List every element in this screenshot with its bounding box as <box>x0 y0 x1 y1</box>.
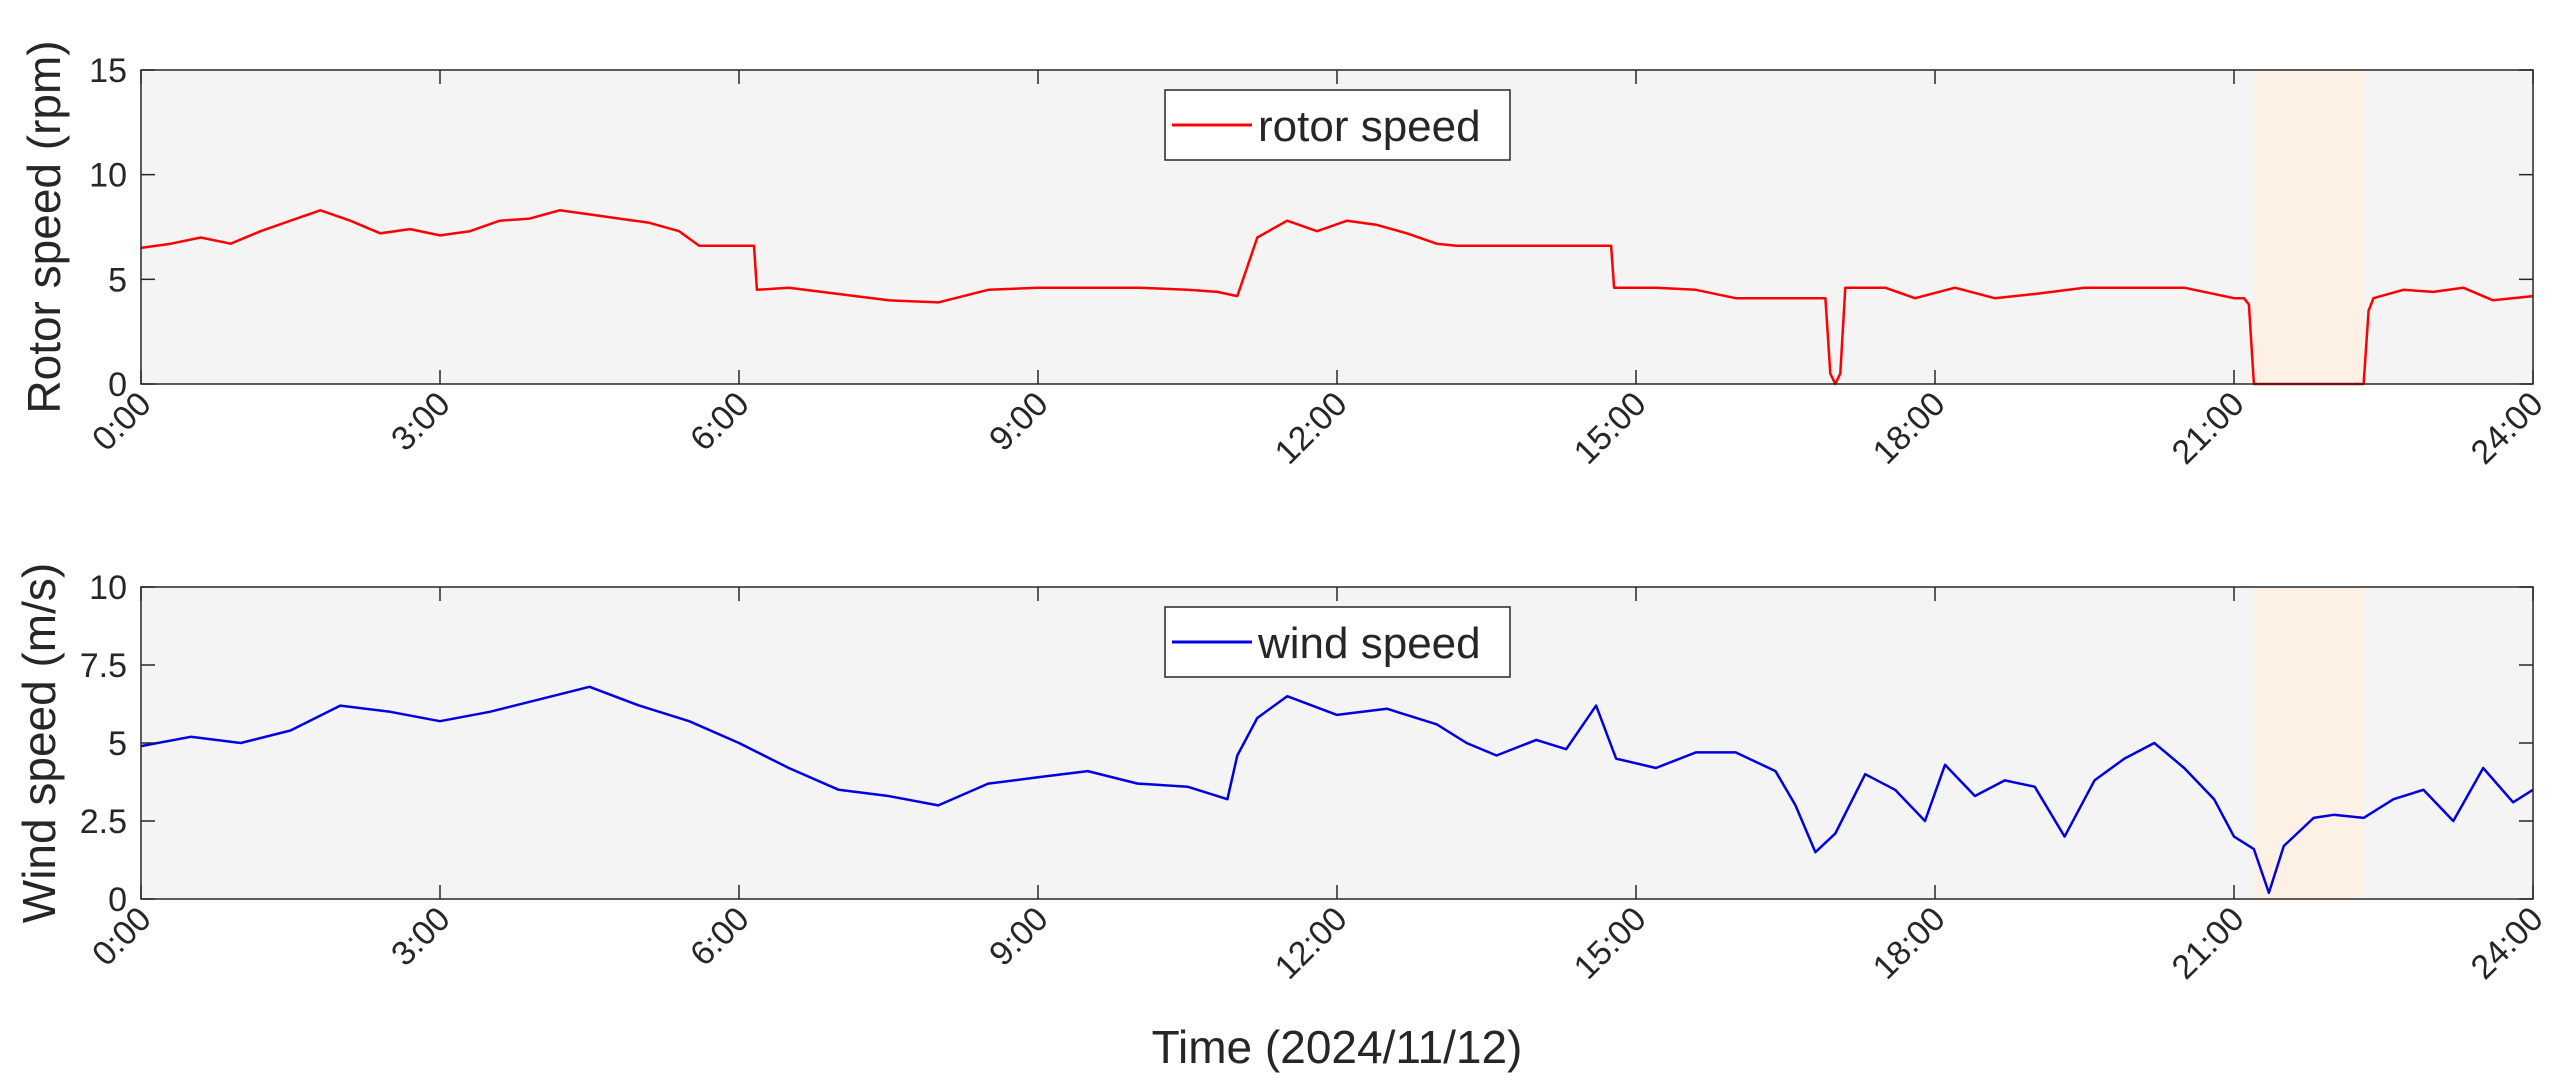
wind-speed-y-axis-label: Wind speed (m/s) <box>13 563 65 923</box>
wind-speed-y-tick-label: 2.5 <box>80 803 127 841</box>
rotor-speed-y-tick-label: 15 <box>89 52 127 90</box>
wind-speed-y-tick-label: 10 <box>89 569 127 607</box>
rotor-speed-shaded-interval <box>2253 70 2364 384</box>
rotor-speed-x-tick-label: 18:00 <box>1866 385 1953 472</box>
rotor-speed-x-tick-label: 9:00 <box>982 385 1056 459</box>
rotor-speed-y-tick-label: 0 <box>108 366 127 404</box>
wind-speed-x-tick-label: 9:00 <box>982 900 1056 974</box>
wind-speed-x-tick-label: 3:00 <box>384 900 458 974</box>
wind-speed-series-line <box>140 685 2534 895</box>
wind-speed-legend: wind speed <box>1164 606 1511 678</box>
wind-speed-chart: 0 2.5 5 7.5 10 0:00 3:00 6:00 9:00 12:00 15:00 18:… <box>13 563 2551 987</box>
wind-speed-shaded-interval <box>2253 587 2364 899</box>
wind-speed-x-tick-label: 18:00 <box>1866 900 1953 987</box>
rotor-speed-legend: rotor speed <box>1164 89 1511 161</box>
wind-speed-y-ticks: 0 2.5 5 7.5 10 <box>80 569 2533 919</box>
rotor-speed-x-tick-label: 12:00 <box>1268 385 1355 472</box>
wind-speed-x-tick-label: 21:00 <box>2165 900 2252 987</box>
rotor-speed-y-tick-label: 5 <box>108 261 127 299</box>
wind-speed-x-tick-label: 6:00 <box>683 900 757 974</box>
rotor-speed-line-group <box>140 209 2534 386</box>
wind-speed-legend-label: wind speed <box>1257 619 1481 668</box>
rotor-speed-chart: 0 5 10 15 0:00 3:00 6:00 9:00 12:00 15:00 18:00 21… <box>18 40 2551 471</box>
rotor-speed-x-tick-label: 3:00 <box>384 385 458 459</box>
rotor-speed-x-tick-label: 6:00 <box>683 385 757 459</box>
wind-speed-line-group <box>140 685 2534 895</box>
rotor-speed-x-tick-label: 21:00 <box>2165 385 2252 472</box>
wind-speed-x-tick-label: 0:00 <box>85 900 159 974</box>
rotor-speed-x-tick-label: 15:00 <box>1567 385 1654 472</box>
wind-speed-y-tick-label: 5 <box>108 725 127 763</box>
wind-speed-x-tick-label: 12:00 <box>1268 900 1355 987</box>
wind-speed-x-tick-label: 24:00 <box>2464 900 2551 987</box>
x-axis-label: Time (2024/11/12) <box>1152 1021 1523 1073</box>
rotor-speed-series-line <box>140 209 2534 386</box>
wind-speed-x-tick-label: 15:00 <box>1567 900 1654 987</box>
rotor-speed-legend-label: rotor speed <box>1258 102 1481 151</box>
rotor-speed-y-axis-label: Rotor speed (rpm) <box>18 40 70 413</box>
wind-speed-y-tick-label: 0 <box>108 881 127 919</box>
rotor-speed-x-tick-label: 0:00 <box>85 385 159 459</box>
wind-speed-y-tick-label: 7.5 <box>80 647 127 685</box>
rotor-speed-y-ticks: 0 5 10 15 <box>89 52 2533 404</box>
rotor-speed-y-tick-label: 10 <box>89 157 127 195</box>
rotor-speed-x-tick-label: 24:00 <box>2464 385 2551 472</box>
